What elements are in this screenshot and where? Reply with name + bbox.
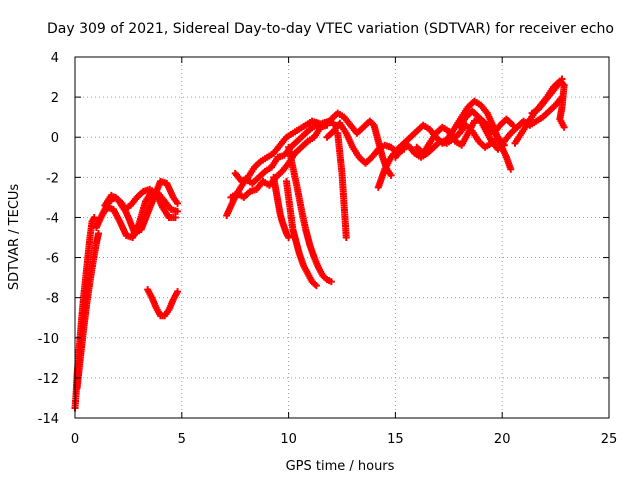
x-tick-label: 0	[71, 432, 79, 447]
data-point	[312, 282, 320, 290]
data-point	[327, 278, 335, 286]
y-tick-label: 4	[51, 51, 59, 66]
series-track-3	[101, 185, 179, 221]
data-point	[171, 213, 179, 221]
data-point	[174, 207, 182, 215]
data-point	[285, 234, 293, 241]
series-drop-10h-b	[282, 177, 320, 290]
data-point	[174, 288, 182, 296]
y-tick-label: -10	[38, 332, 59, 347]
y-tick-label: -8	[46, 292, 59, 307]
y-tick-label: -14	[38, 412, 59, 427]
y-tick-labels: -14 -12 -10 -8 -6 -4 -2 0 2 4	[38, 51, 59, 427]
data-point	[558, 75, 566, 83]
chart-title: Day 309 of 2021, Sidereal Day-to-day VTE…	[47, 21, 614, 37]
y-tick-label: -12	[38, 372, 59, 387]
y-tick-label: -6	[46, 252, 59, 267]
y-tick-label: -4	[46, 211, 59, 226]
data-point	[342, 234, 350, 241]
data-markers	[71, 75, 568, 412]
x-tick-label: 20	[494, 432, 511, 447]
x-tick-label: 5	[178, 432, 186, 447]
axis-ticks	[74, 56, 610, 419]
series-early-rise-b	[73, 229, 102, 392]
y-tick-label: -2	[46, 171, 59, 186]
data-point	[90, 213, 98, 221]
plot-frame	[74, 56, 610, 419]
data-point	[509, 121, 517, 129]
y-tick-label: 2	[51, 91, 59, 106]
data-point	[560, 123, 568, 131]
series-track-8	[323, 119, 408, 167]
y-tick-label: 0	[51, 131, 59, 146]
series-drop-11h	[285, 143, 335, 286]
series-track-14	[528, 75, 566, 117]
x-tick-label: 10	[280, 432, 297, 447]
x-tick-labels: 0 5 10 15 20 25	[71, 432, 617, 447]
data-point	[315, 119, 323, 127]
grid-lines	[75, 57, 609, 418]
series-drop-13h	[334, 129, 350, 241]
series-track-13	[511, 77, 568, 147]
data-point	[387, 171, 395, 179]
data-point	[174, 199, 182, 207]
x-tick-label: 15	[387, 432, 404, 447]
x-tick-label: 25	[601, 432, 618, 447]
series-drop-10h	[270, 173, 293, 241]
data-point	[507, 165, 515, 173]
series-dip-4h	[144, 286, 182, 320]
x-axis-label: GPS time / hours	[286, 459, 395, 474]
data-point	[323, 121, 331, 129]
y-axis-label: SDTVAR / TECUs	[7, 184, 22, 291]
series-track-6	[231, 117, 323, 185]
data-point	[94, 229, 102, 237]
